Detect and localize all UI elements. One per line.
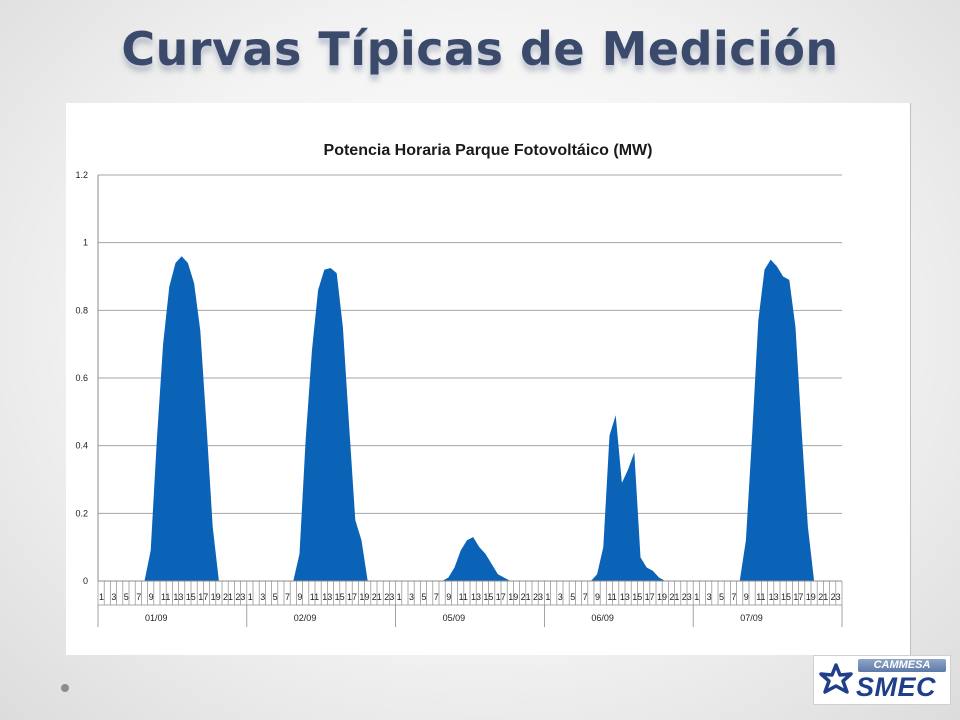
x-tick-label: 17 (347, 592, 357, 602)
day-label: 06/09 (591, 613, 614, 623)
x-tick-label: 15 (632, 592, 642, 602)
x-tick-label: 1 (694, 592, 699, 602)
bullet-dot (61, 684, 69, 692)
x-tick-label: 3 (707, 592, 712, 602)
y-tick-label: 0.4 (75, 441, 88, 451)
x-tick-label: 15 (781, 592, 791, 602)
area-series-01-09 (101, 256, 244, 581)
x-tick-label: 5 (124, 592, 129, 602)
x-tick-label: 9 (446, 592, 451, 602)
x-tick-label: 13 (322, 592, 332, 602)
y-tick-label: 0.8 (75, 305, 88, 315)
x-tick-label: 17 (198, 592, 208, 602)
y-tick-label: 1.2 (75, 170, 88, 180)
x-tick-label: 9 (744, 592, 749, 602)
day-label: 02/09 (294, 613, 317, 623)
day-label: 07/09 (740, 613, 763, 623)
x-tick-label: 23 (235, 592, 245, 602)
x-tick-label: 17 (496, 592, 506, 602)
area-series-06-09 (547, 415, 691, 581)
x-tick-label: 13 (471, 592, 481, 602)
x-tick-label: 3 (558, 592, 563, 602)
x-tick-label: 7 (434, 592, 439, 602)
y-tick-label: 1 (83, 238, 88, 248)
chart-title: Potencia Horaria Parque Fotovoltáico (MW… (324, 142, 653, 159)
x-tick-label: 9 (149, 592, 154, 602)
x-tick-label: 23 (831, 592, 841, 602)
chart-svg: Potencia Horaria Parque Fotovoltáico (MW… (75, 142, 843, 627)
x-tick-label: 3 (409, 592, 414, 602)
x-tick-label: 23 (384, 592, 394, 602)
x-tick-label: 7 (136, 592, 141, 602)
y-tick-label: 0 (83, 576, 88, 586)
x-tick-label: 3 (111, 592, 116, 602)
series-areas (101, 256, 839, 581)
logo-smec-text: SMEC (856, 672, 937, 702)
x-tick-label: 15 (483, 592, 493, 602)
gridlines (98, 174, 842, 582)
area-series-05-09 (398, 537, 542, 581)
x-tick-label: 21 (669, 592, 679, 602)
x-tick-label: 21 (521, 592, 531, 602)
x-tick-label: 1 (99, 592, 104, 602)
x-tick-label: 7 (583, 592, 588, 602)
axes: 00.20.40.60.811.21 3 5 7 9 11 13 15 17 19 21 23 1 3 5 7… (75, 170, 843, 627)
x-tick-label: 15 (335, 592, 345, 602)
x-tick-label: 13 (173, 592, 183, 602)
x-tick-label: 23 (533, 592, 543, 602)
x-tick-label: 15 (186, 592, 196, 602)
x-tick-label: 7 (285, 592, 290, 602)
x-tick-label: 5 (570, 592, 575, 602)
x-tick-label: 9 (595, 592, 600, 602)
slide-title: Curvas Típicas de Medición (121, 22, 839, 76)
x-tick-label: 19 (359, 592, 369, 602)
x-tick-label: 3 (260, 592, 265, 602)
y-tick-label: 0.6 (75, 373, 88, 383)
day-label: 05/09 (443, 613, 466, 623)
x-tick-label: 19 (657, 592, 667, 602)
x-tick-label: 11 (459, 592, 468, 602)
x-tick-label: 1 (397, 592, 402, 602)
chart-panel: Potencia Horaria Parque Fotovoltáico (MW… (66, 103, 911, 655)
x-tick-label: 5 (273, 592, 278, 602)
x-tick-label: 9 (297, 592, 302, 602)
star-logo-icon (819, 663, 853, 694)
x-tick-label: 11 (161, 592, 170, 602)
day-label: 01/09 (145, 613, 168, 623)
x-tick-label: 21 (372, 592, 382, 602)
x-tick-label: 11 (607, 592, 616, 602)
x-tick-label: 1 (545, 592, 550, 602)
x-tick-label: 1 (248, 592, 253, 602)
x-tick-label: 21 (223, 592, 233, 602)
area-series-07-09 (696, 259, 839, 581)
x-tick-label: 11 (756, 592, 765, 602)
x-tick-label: 21 (818, 592, 828, 602)
x-tick-label: 19 (806, 592, 816, 602)
x-tick-label: 13 (769, 592, 779, 602)
area-series-02-09 (249, 268, 393, 581)
x-tick-label: 11 (310, 592, 319, 602)
x-tick-label: 7 (731, 592, 736, 602)
logo-cammesa-text: CAMMESA (858, 659, 946, 672)
x-tick-label: 5 (421, 592, 426, 602)
smec-logo: CAMMESA SMEC (813, 655, 951, 705)
x-tick-label: 5 (719, 592, 724, 602)
x-tick-label: 19 (211, 592, 221, 602)
x-tick-label: 17 (793, 592, 803, 602)
x-tick-label: 13 (620, 592, 630, 602)
x-tick-label: 17 (645, 592, 655, 602)
x-tick-label: 23 (682, 592, 692, 602)
y-tick-label: 0.2 (75, 508, 88, 518)
x-tick-label: 19 (508, 592, 518, 602)
